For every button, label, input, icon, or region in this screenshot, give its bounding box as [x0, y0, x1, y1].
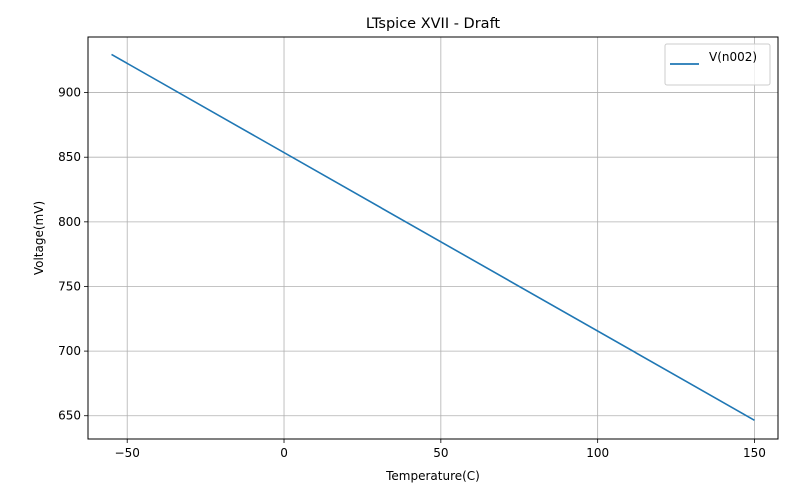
- y-axis-title: Voltage(mV): [32, 201, 46, 275]
- legend-label: V(n002): [709, 50, 757, 64]
- series-line-v-n002: [111, 53, 755, 421]
- y-tick-label: 650: [58, 409, 81, 423]
- x-tick-label: 150: [743, 446, 766, 460]
- y-tick-label: 700: [58, 344, 81, 358]
- y-tick-label: 850: [58, 150, 81, 164]
- legend: V(n002): [664, 43, 771, 86]
- y-axis: 650 700 750 800 850 900: [58, 86, 88, 423]
- x-tick-label: 100: [586, 446, 609, 460]
- y-tick-label: 900: [58, 86, 81, 100]
- x-tick-label: 0: [280, 446, 288, 460]
- grid: [88, 37, 778, 439]
- plot-area-frame: [87, 36, 779, 440]
- x-axis: −50 0 50 100 150: [115, 439, 766, 460]
- x-axis-title: Temperature(C): [385, 469, 480, 483]
- y-tick-label: 750: [58, 279, 81, 293]
- x-tick-label: −50: [115, 446, 140, 460]
- x-tick-label: 50: [433, 446, 448, 460]
- series-layer: [111, 53, 755, 421]
- legend-box: [664, 43, 771, 86]
- y-tick-label: 800: [58, 215, 81, 229]
- chart-title: LTspice XVII - Draft: [366, 16, 501, 32]
